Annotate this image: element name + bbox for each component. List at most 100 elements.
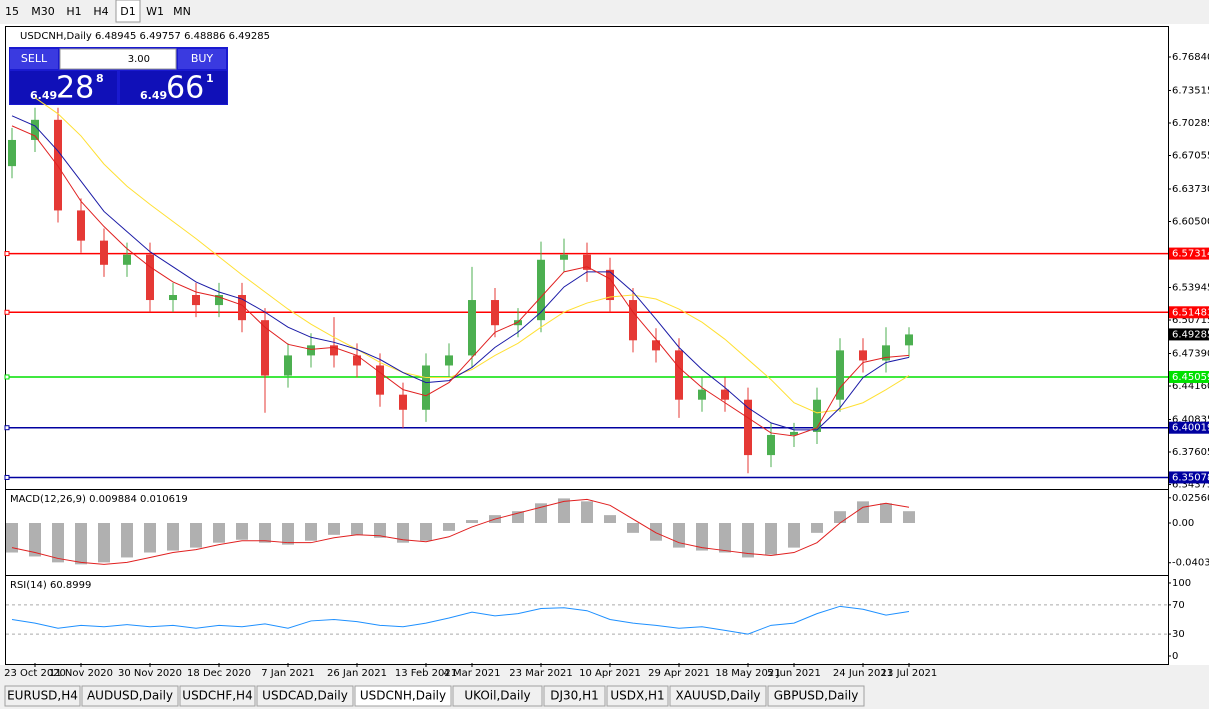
tab-label[interactable]: USDCHF,H4	[182, 689, 252, 703]
macd-bar	[719, 523, 731, 553]
sell-button[interactable]	[10, 49, 58, 69]
tab[interactable]	[669, 685, 767, 707]
timeframe-button[interactable]	[62, 0, 86, 22]
volume-input[interactable]	[59, 48, 177, 70]
tab-label[interactable]: XAUUSD,Daily	[675, 689, 760, 703]
tab-label[interactable]: USDCNH,Daily	[360, 689, 446, 703]
buy-button[interactable]	[178, 49, 226, 69]
macd-bar	[788, 523, 800, 548]
buy-label[interactable]: BUY	[191, 52, 214, 65]
level-handle	[4, 251, 10, 257]
candle-body	[675, 350, 683, 400]
candle-body	[31, 119, 39, 140]
candle-body	[445, 355, 453, 366]
macd-bar	[213, 523, 225, 543]
candle-body	[790, 431, 798, 435]
candle-body	[54, 119, 62, 211]
candle-body	[767, 434, 775, 456]
price-tag	[1169, 328, 1209, 341]
timeframe-button[interactable]	[27, 0, 59, 22]
y-tick-label: 6.50715	[1172, 315, 1209, 326]
level-handle	[4, 474, 10, 480]
candle-body	[537, 259, 545, 321]
bid-pips: 28	[56, 71, 94, 106]
timeframe-button[interactable]	[89, 0, 113, 22]
timeframe-label[interactable]: M30	[31, 5, 55, 18]
timeframe-button[interactable]	[170, 0, 194, 22]
macd-bar	[75, 523, 87, 565]
level-tag	[1169, 247, 1209, 260]
y-tick-label: 0.025609	[1172, 493, 1209, 504]
timeframe-label[interactable]: MN	[173, 5, 191, 18]
tab[interactable]	[543, 685, 606, 707]
macd-bar	[420, 523, 432, 541]
tab[interactable]	[606, 685, 669, 707]
candle-body	[859, 350, 867, 361]
timeframe-button[interactable]	[0, 0, 24, 22]
tab[interactable]	[179, 685, 256, 707]
macd-bar	[443, 523, 455, 531]
current-price: 6.49285	[1172, 329, 1209, 340]
level-label: 6.35078	[1172, 472, 1209, 483]
macd-bar	[696, 523, 708, 551]
macd-title: MACD(12,26,9) 0.009884 0.010619	[10, 494, 188, 505]
y-tick-label: 6.47390	[1172, 348, 1209, 359]
tab-label[interactable]: USDX,H1	[610, 689, 664, 703]
macd-bar	[98, 523, 110, 563]
candle-body	[399, 394, 407, 410]
y-tick-label: -0.040380	[1172, 558, 1209, 569]
y-tick-label: 6.40835	[1172, 414, 1209, 425]
candle-body	[744, 399, 752, 456]
level-label: 6.57314	[1172, 249, 1209, 260]
tab-label[interactable]: USDCAD,Daily	[262, 689, 348, 703]
tab-label[interactable]: DJ30,H1	[550, 689, 599, 703]
timeframe-button[interactable]	[115, 0, 141, 23]
y-tick-label: 0.00	[1172, 518, 1194, 529]
tab[interactable]	[452, 685, 543, 707]
tab[interactable]	[354, 685, 452, 707]
candle-body	[192, 295, 200, 306]
tab[interactable]	[767, 685, 865, 707]
x-tick-label: 18 May 2021	[715, 668, 780, 679]
y-tick-label: 6.44160	[1172, 381, 1209, 392]
tab[interactable]	[81, 685, 179, 707]
x-tick-label: 26 Jan 2021	[327, 668, 387, 679]
timeframe-label[interactable]: 15	[5, 5, 19, 18]
macd-bar	[6, 523, 18, 553]
tab-label[interactable]: AUDUSD,Daily	[87, 689, 173, 703]
candle-body	[8, 139, 16, 167]
x-tick-label: 7 Jan 2021	[261, 668, 315, 679]
macd-bar	[512, 511, 524, 524]
chart-frame	[5, 26, 1169, 665]
x-tick-label: 24 Jun 2021	[833, 668, 893, 679]
candle-body	[261, 320, 269, 376]
candle-body	[215, 295, 223, 306]
x-tick-label: 18 Dec 2020	[187, 668, 251, 679]
timeframe-button[interactable]	[143, 0, 167, 22]
level-handle	[4, 425, 10, 431]
rsi-line	[11, 605, 910, 635]
tab-label[interactable]: UKOil,Daily	[464, 689, 530, 703]
timeframe-label[interactable]: H4	[93, 5, 108, 18]
ask-box[interactable]	[120, 71, 227, 104]
bid-box[interactable]	[10, 71, 117, 104]
volume-value[interactable]: 3.00	[128, 54, 150, 65]
ask-frac: 1	[206, 72, 214, 85]
tab[interactable]	[4, 685, 81, 707]
toolbar	[0, 0, 1209, 24]
timeframe-label[interactable]: W1	[146, 5, 164, 18]
macd-bar	[374, 523, 386, 538]
level-tag	[1169, 306, 1209, 319]
timeframe-label[interactable]: H1	[66, 5, 81, 18]
chart-title: USDCNH,Daily 6.48945 6.49757 6.48886 6.4…	[20, 31, 270, 42]
sell-label[interactable]: SELL	[21, 52, 48, 65]
macd-bar	[558, 498, 570, 524]
tab-label[interactable]: GBPUSD,Daily	[774, 689, 859, 703]
x-tick-label: 4 Mar 2021	[443, 668, 500, 679]
timeframe-label[interactable]: D1	[120, 5, 135, 18]
tab[interactable]	[256, 685, 354, 707]
tab-label[interactable]: EURUSD,H4	[7, 689, 78, 703]
candle-body	[629, 300, 637, 341]
candle-body	[330, 345, 338, 356]
candle-body	[376, 365, 384, 395]
